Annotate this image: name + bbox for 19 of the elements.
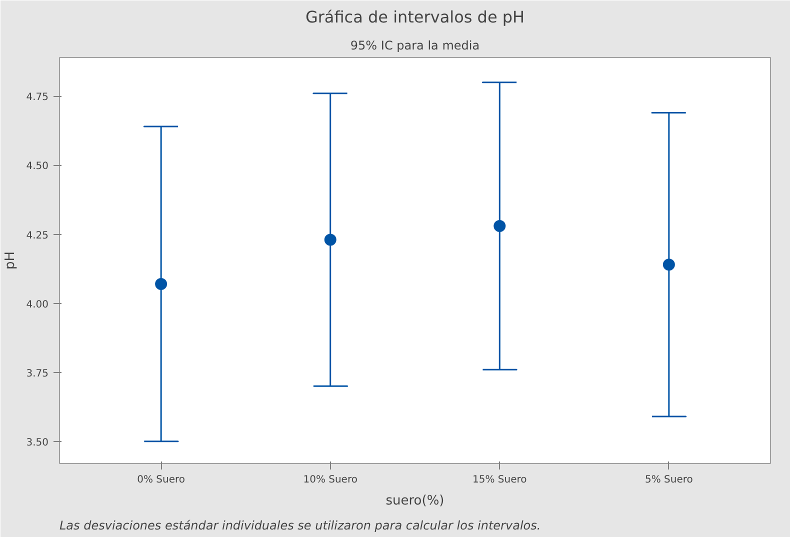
point [662, 258, 675, 271]
x-tick-label: 15% Suero [472, 474, 527, 486]
x-tick-label: 0% Suero [137, 474, 186, 486]
x-axis-title: suero(%) [386, 494, 444, 508]
point [324, 234, 336, 246]
y-tick-label: 4.50 [26, 161, 48, 172]
y-tick-label: 4.75 [26, 92, 48, 104]
point [155, 278, 168, 290]
x-tick-label: 5% Suero [644, 474, 693, 486]
y-tick-label: 4.25 [26, 230, 48, 242]
y-tick-label: 3.75 [26, 368, 48, 380]
text: Las desviaciones estándar individuales se utilizaron para calcular los intervalos. [60, 518, 541, 532]
chart-subtitle: 95% IC para la media [350, 38, 480, 52]
point [494, 220, 506, 232]
y-tick-label: 4.00 [26, 299, 48, 310]
chart-title: Gráfica de intervalos de pH [305, 8, 525, 26]
y-tick-label: 3.50 [26, 437, 48, 448]
y-axis-title: pH [3, 251, 18, 270]
x-tick-label: 10% Suero [303, 474, 358, 486]
